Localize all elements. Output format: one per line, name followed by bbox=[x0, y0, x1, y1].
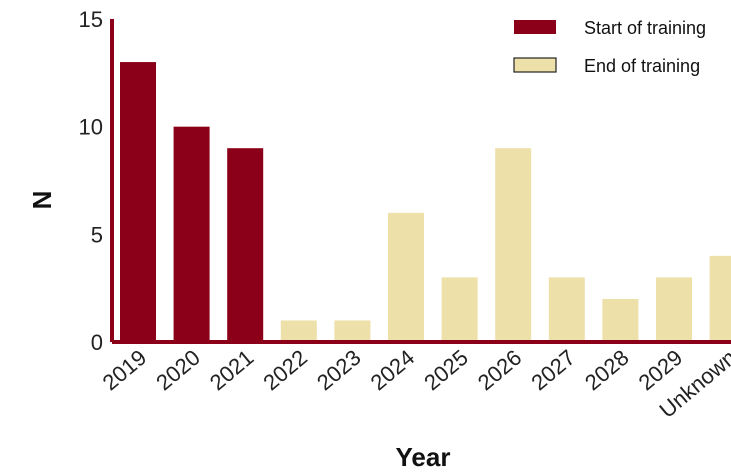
x-tick-label-2021: 2021 bbox=[205, 345, 259, 396]
x-tick-label-2022: 2022 bbox=[258, 345, 312, 396]
x-tick-labels: 2019 2020 2021 2022 2023 2024 2025 2026 2027 2028… bbox=[98, 345, 731, 423]
x-tick-label-2025: 2025 bbox=[419, 345, 473, 396]
bar-2021 bbox=[227, 148, 264, 342]
x-tick-label-2023: 2023 bbox=[312, 345, 366, 396]
legend-swatch-end-of-training bbox=[513, 57, 557, 73]
legend-label-end-of-training: End of training bbox=[584, 56, 700, 76]
bar-2025 bbox=[441, 277, 478, 342]
y-tick-label-15: 15 bbox=[79, 7, 103, 32]
bar-2026 bbox=[495, 148, 532, 342]
bar-unknown bbox=[709, 255, 731, 342]
bar-2019 bbox=[120, 62, 156, 343]
y-tick-label-10: 10 bbox=[79, 115, 103, 140]
bar-2028 bbox=[602, 298, 639, 342]
legend-label-start-of-training: Start of training bbox=[584, 18, 706, 38]
x-tick-label-2024: 2024 bbox=[366, 345, 420, 396]
bar-2022 bbox=[280, 320, 317, 342]
x-tick-label-2027: 2027 bbox=[526, 345, 580, 396]
x-axis-title: Year bbox=[396, 442, 451, 472]
x-tick-label-2026: 2026 bbox=[473, 345, 527, 396]
y-tick-labels: 0 5 10 15 bbox=[79, 7, 103, 355]
bar-2029 bbox=[656, 277, 692, 342]
y-tick-label-5: 5 bbox=[91, 222, 103, 247]
bars-group bbox=[120, 62, 731, 343]
bar-2024 bbox=[388, 212, 424, 342]
legend-swatch-start-of-training bbox=[514, 20, 556, 34]
bar-2020 bbox=[173, 126, 210, 343]
x-tick-label-2019: 2019 bbox=[98, 345, 152, 396]
x-tick-label-2020: 2020 bbox=[151, 345, 205, 396]
x-tick-label-2028: 2028 bbox=[580, 345, 634, 396]
y-tick-label-0: 0 bbox=[91, 330, 103, 355]
legend: Start of training End of training bbox=[513, 18, 706, 76]
bar-2027 bbox=[548, 277, 585, 342]
bar-2023 bbox=[334, 320, 371, 342]
y-axis-title: N bbox=[27, 191, 57, 210]
